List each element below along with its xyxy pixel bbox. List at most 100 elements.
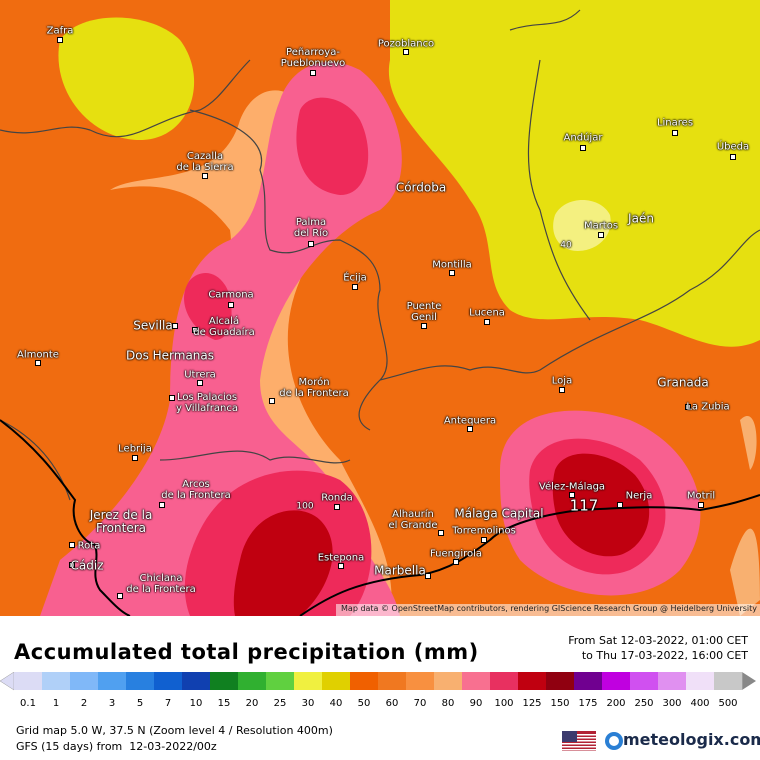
city-dot <box>730 154 736 160</box>
city-dot <box>421 323 427 329</box>
city-label: Motril <box>686 490 716 502</box>
city-dot <box>425 573 431 579</box>
attribution: Map data © OpenStreetMap contributors, r… <box>341 604 757 613</box>
shade <box>388 0 760 347</box>
city-label: Nerja <box>625 490 653 502</box>
attribution-box <box>336 604 760 616</box>
city-label: Linares <box>656 117 694 129</box>
city-label: Cazalla de la Sierra <box>176 151 234 173</box>
city-label: Lucena <box>469 307 505 319</box>
city-label: Carmona <box>208 289 254 301</box>
city-label: Martos <box>583 220 619 232</box>
legend-swatch <box>658 672 687 690</box>
city-dot <box>197 380 203 386</box>
city-dot <box>308 241 314 247</box>
legend-swatch <box>322 672 351 690</box>
legend-label: 300 <box>662 698 682 709</box>
city-label: Jaén <box>628 211 654 226</box>
city-label: Cádiz <box>70 558 104 573</box>
city-label: Loja <box>551 375 573 387</box>
city-dot <box>481 537 487 543</box>
city-label: Los Palacios y Villafranca <box>176 392 238 414</box>
legend-swatch <box>574 672 603 690</box>
contour-label: 100 <box>296 501 314 512</box>
contour-label: 40 <box>560 240 572 251</box>
city-dot <box>338 563 344 569</box>
city-label: Écija <box>343 272 367 284</box>
city-dot <box>269 398 275 404</box>
city-dot <box>580 145 586 151</box>
legend-swatch <box>42 672 71 690</box>
legend-label: 90 <box>469 698 483 709</box>
flag <box>562 731 596 751</box>
city-label: Palma del Río <box>293 217 329 239</box>
shade <box>730 415 760 616</box>
city-dot <box>569 492 575 498</box>
legend-label: 500 <box>718 698 738 709</box>
shade <box>184 273 232 340</box>
city-label: Chiclana de la Frontera <box>126 573 196 595</box>
legend-label: 80 <box>441 698 455 709</box>
city-label: Arcos de la Frontera <box>161 479 231 501</box>
city-label: Almonte <box>17 349 59 361</box>
shade <box>58 17 195 140</box>
city-dot <box>192 327 198 333</box>
legend-swatch <box>350 672 379 690</box>
legend-label: 40 <box>329 698 343 709</box>
city-label: La Zubia <box>686 401 730 413</box>
legend-label: 25 <box>273 698 287 709</box>
legend-swatch <box>294 672 323 690</box>
legend-label: 3 <box>108 698 116 709</box>
legend-swatch <box>602 672 631 690</box>
period: to Thu 17-03-2022, 16:00 CET <box>581 649 748 662</box>
map <box>0 0 760 616</box>
legend-label: 175 <box>578 698 598 709</box>
legend-swatch <box>546 672 575 690</box>
city-dot <box>69 542 75 548</box>
city-dot <box>598 232 604 238</box>
legend-label: 0.1 <box>20 698 36 709</box>
legend-label: 250 <box>634 698 654 709</box>
legend-arrow <box>742 672 756 690</box>
city-label: Ronda <box>321 492 353 504</box>
city-dot <box>172 323 178 329</box>
city-label: Dos Hermanas <box>125 348 215 363</box>
legend-label: 15 <box>217 698 231 709</box>
grid-info: Grid map 5.0 W, 37.5 N (Zoom level 4 / R… <box>16 724 333 737</box>
city-label: Zafra <box>46 25 74 37</box>
legend-swatch <box>70 672 99 690</box>
legend-label: 1 <box>52 698 60 709</box>
city-label: Pozoblanco <box>377 38 435 50</box>
city-dot <box>453 559 459 565</box>
city-dot <box>467 426 473 432</box>
legend <box>0 672 756 691</box>
brand: meteologix.com <box>623 730 760 749</box>
legend-swatch <box>378 672 407 690</box>
legend-swatch <box>490 672 519 690</box>
city-label: Granada <box>657 375 709 390</box>
legend-swatch <box>434 672 463 690</box>
legend-label: 30 <box>301 698 315 709</box>
city-label: Úbeda <box>716 141 750 153</box>
city-label: Lebrija <box>118 443 152 455</box>
legend-label: 50 <box>357 698 371 709</box>
legend-label: 60 <box>385 698 399 709</box>
city-label: Alcalá de Guadaíra <box>193 316 255 338</box>
legend-label: 7 <box>164 698 172 709</box>
legend-swatch <box>266 672 295 690</box>
legend-label: 150 <box>550 698 570 709</box>
shade <box>296 97 369 195</box>
period: From Sat 12-03-2022, 01:00 CET <box>568 634 748 647</box>
city-label: Rota <box>77 540 101 552</box>
legend-label: 2 <box>80 698 88 709</box>
city-dot <box>169 395 175 401</box>
contour-label: 117 <box>569 496 599 515</box>
legend-arrow <box>0 672 15 691</box>
model-info: GFS (15 days) from 12-03-2022/00z <box>16 740 217 753</box>
city-label: Fuengirola <box>429 548 483 560</box>
legend-swatch <box>630 672 659 690</box>
legend-swatch <box>238 672 267 690</box>
city-dot <box>449 270 455 276</box>
city-dot <box>403 49 409 55</box>
city-label: Sevilla <box>133 318 173 333</box>
